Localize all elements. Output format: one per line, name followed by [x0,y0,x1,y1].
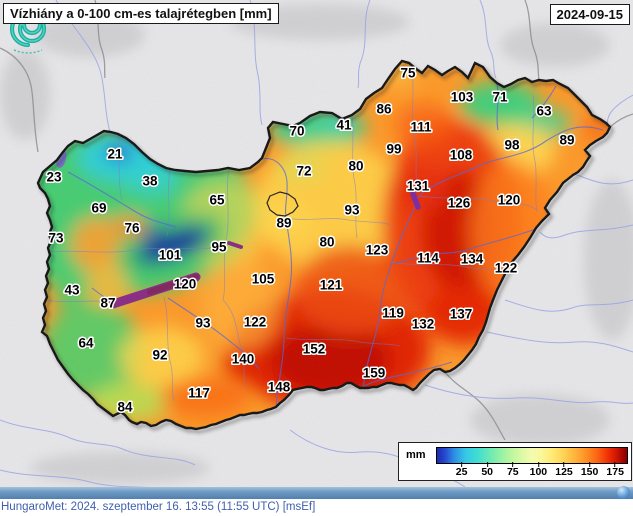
legend-tick: 125 [555,462,573,478]
map-value-label: 80 [319,235,334,250]
legend-colorbar [436,447,628,464]
map-value-label: 75 [400,66,416,81]
map-value-label: 105 [252,272,275,287]
legend-tick-label: 25 [455,466,468,478]
map-value-label: 21 [107,147,123,162]
map-value-label: 43 [64,283,80,298]
map-value-label: 76 [124,221,140,236]
map-value-label: 92 [152,348,167,363]
legend-tick-label: 100 [529,466,548,478]
map-value-label: 101 [159,248,182,263]
legend-tick: 100 [529,462,548,478]
map-value-label: 134 [461,252,484,267]
date-box: 2024-09-15 [549,4,630,25]
credit-text: HungaroMet: 2024. szeptember 16. 13:55 (… [1,501,316,513]
map-value-label: 93 [195,316,211,331]
map-value-label: 89 [276,216,291,231]
map-value-label: 69 [91,201,106,216]
legend-tick-mark [563,462,565,467]
map-value-label: 63 [536,104,552,119]
map-value-label: 120 [498,193,521,208]
map-value-label: 80 [348,159,363,174]
map-value-label: 108 [450,148,473,163]
legend-tick-row: 25 50 75 100 125 150 175 [436,462,628,480]
legend-tick-label: 50 [481,466,494,478]
legend-tick-mark [461,462,463,467]
map-value-label: 86 [376,102,392,117]
map-value-label: 89 [559,133,574,148]
map-value-label: 98 [504,138,520,153]
footer-bar [0,486,633,499]
legend-tick-label: 175 [606,466,624,478]
map-value-label: 93 [344,203,360,218]
legend-tick-label: 150 [580,466,599,478]
value-labels-layer: 75 86 103 71 63 89 70 41 111 99 98 21 108 23 38 72 80 131… [45,64,576,416]
title-box: Vízhiány a 0-100 cm-es talajrétegben [mm… [3,3,279,24]
map-value-label: 121 [320,278,343,293]
map-value-label: 123 [366,243,389,258]
legend-tick: 150 [580,462,599,478]
map-value-label: 73 [48,231,64,246]
legend-unit-label: mm [406,449,426,461]
map-value-label: 103 [451,90,474,105]
map-value-label: 95 [211,240,227,255]
map-value-label: 119 [382,306,404,321]
map-value-label: 120 [174,277,197,292]
legend-tick-mark [589,462,591,467]
map-value-label: 41 [336,118,352,133]
footer-ball-icon [617,486,630,499]
legend-tick-label: 125 [555,466,573,478]
legend-tick: 75 [507,462,519,478]
map-title: Vízhiány a 0-100 cm-es talajrétegben [mm… [10,6,272,21]
map-value-label: 87 [100,296,115,311]
map-value-label: 131 [407,179,430,194]
map-value-label: 70 [289,124,304,139]
map-value-label: 72 [296,164,311,179]
legend-tick-mark [486,462,488,467]
map-value-label: 122 [495,261,518,276]
map-value-label: 65 [209,193,225,208]
map-value-label: 148 [268,380,291,395]
legend-tick: 25 [455,462,468,478]
terrain-noise [0,0,633,487]
legend-tick-mark [537,462,539,467]
map-value-label: 137 [450,307,473,322]
legend: mm 25 50 75 100 125 150 175 [398,442,632,481]
map-value-label: 23 [46,170,62,185]
map-value-label: 99 [386,142,401,157]
map-value-label: 38 [142,174,158,189]
map-value-label: 71 [492,90,508,105]
map-date: 2024-09-15 [556,7,624,22]
legend-tick-mark [614,462,616,467]
map-value-label: 122 [244,315,267,330]
map-value-label: 117 [188,386,210,401]
map-value-label: 152 [303,342,326,357]
map-value-label: 64 [78,336,94,351]
map-value-label: 114 [417,251,439,266]
legend-tick-label: 75 [506,466,519,478]
legend-tick: 175 [606,462,624,478]
map-value-label: 126 [448,196,471,211]
legend-tick-mark [512,462,514,467]
map-value-label: 140 [232,352,255,367]
map-value-label: 111 [410,120,432,135]
footer-credit: HungaroMet: 2024. szeptember 16. 13:55 (… [0,499,633,516]
map-value-label: 84 [117,400,133,415]
map-value-label: 132 [412,317,435,332]
map-value-label: 159 [363,366,386,381]
legend-tick: 50 [481,462,493,478]
